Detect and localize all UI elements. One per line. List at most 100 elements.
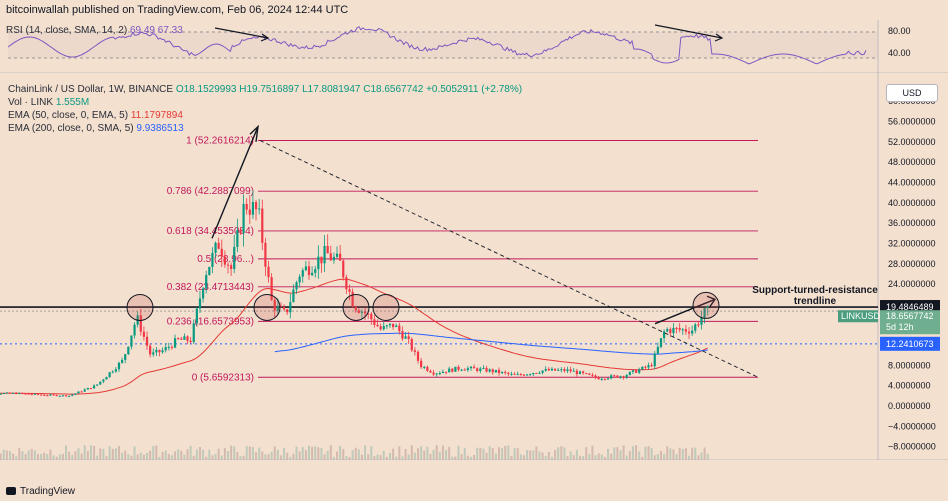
candle bbox=[454, 366, 457, 372]
chart-legend: ChainLink / US Dollar, 1W, BINANCE O18.1… bbox=[8, 83, 522, 135]
candle bbox=[80, 390, 83, 393]
candle-body bbox=[547, 368, 550, 371]
candle-body bbox=[261, 208, 264, 243]
candle bbox=[264, 237, 267, 276]
candle bbox=[8, 392, 12, 394]
volume-bar bbox=[40, 454, 43, 460]
ema50-line bbox=[0, 278, 708, 395]
volume-bar bbox=[364, 445, 367, 460]
candle-body bbox=[687, 331, 691, 334]
currency-button[interactable]: USD bbox=[886, 84, 938, 102]
volume-bar bbox=[245, 445, 248, 460]
volume-bar bbox=[149, 450, 152, 460]
candle bbox=[441, 369, 445, 374]
candle bbox=[575, 368, 578, 377]
candle bbox=[463, 368, 466, 371]
volume-bar bbox=[136, 454, 139, 460]
volume-bar bbox=[339, 445, 342, 460]
y-tick-label: 36.0000000 bbox=[888, 218, 936, 228]
candle bbox=[482, 365, 485, 370]
candle bbox=[286, 308, 289, 315]
volume-bar bbox=[532, 450, 535, 460]
candle-body bbox=[111, 371, 114, 373]
candle bbox=[30, 393, 33, 396]
rsi-line bbox=[7, 26, 867, 65]
candle bbox=[444, 371, 448, 375]
y-tick-label: 40.0000000 bbox=[888, 198, 936, 208]
fib-label: 0.618 (34.4535084) bbox=[167, 226, 254, 237]
candle-body bbox=[124, 354, 127, 360]
candle-body bbox=[173, 338, 177, 348]
candle bbox=[326, 234, 329, 254]
volume-bar bbox=[407, 454, 410, 460]
candle bbox=[211, 247, 214, 274]
volume-bar bbox=[498, 447, 501, 460]
y-tick-label: −8.0000000 bbox=[888, 442, 936, 452]
candle bbox=[357, 307, 360, 314]
candle bbox=[572, 367, 575, 372]
candle bbox=[697, 321, 700, 328]
y-tick-label: 8.0000000 bbox=[888, 360, 931, 370]
candle-body bbox=[161, 350, 164, 353]
volume-bar bbox=[691, 447, 694, 460]
volume-bar bbox=[130, 455, 133, 460]
footer-brand: TradingView bbox=[20, 486, 76, 497]
candle bbox=[46, 394, 49, 397]
candle bbox=[404, 332, 407, 340]
candle-body bbox=[74, 393, 77, 395]
candle-body bbox=[420, 360, 423, 368]
volume-bar bbox=[370, 446, 373, 460]
candle bbox=[420, 357, 423, 369]
candle-body bbox=[195, 308, 198, 324]
candle-body bbox=[264, 242, 267, 267]
candle-body bbox=[289, 302, 292, 313]
candle-body bbox=[276, 305, 279, 311]
candle-body bbox=[8, 392, 12, 394]
candle bbox=[547, 367, 550, 371]
candle bbox=[158, 349, 161, 357]
candle-body bbox=[491, 369, 494, 373]
candle-body bbox=[145, 336, 149, 346]
candle bbox=[560, 367, 563, 373]
symbol-tag bbox=[838, 310, 878, 323]
volume-bar bbox=[264, 454, 267, 460]
price-chart[interactable]: 1 (52.2616214) 0.786 (42.2887099) 0.618 (3… bbox=[0, 72, 948, 460]
candle bbox=[18, 392, 21, 395]
candle-body bbox=[201, 288, 205, 299]
volume-bar bbox=[541, 452, 544, 460]
volume-bar bbox=[438, 451, 441, 460]
candle-body bbox=[177, 338, 180, 340]
candle-body bbox=[479, 368, 482, 371]
candle bbox=[435, 372, 438, 377]
volume-bar bbox=[603, 456, 606, 460]
volume-bar bbox=[255, 452, 258, 460]
candle bbox=[36, 393, 40, 396]
candle-body bbox=[451, 368, 454, 372]
volume-bar bbox=[382, 450, 385, 460]
candle bbox=[388, 323, 392, 328]
volume-bar bbox=[251, 447, 254, 460]
volume-bar bbox=[180, 450, 183, 460]
candle-body bbox=[560, 369, 563, 371]
candle bbox=[55, 394, 58, 397]
candle-body bbox=[345, 277, 348, 290]
candles bbox=[0, 190, 709, 398]
candle bbox=[217, 237, 220, 250]
candle-body bbox=[572, 370, 575, 372]
volume-bar bbox=[594, 455, 597, 460]
candle-body bbox=[164, 347, 167, 351]
candle bbox=[86, 387, 89, 390]
candle bbox=[600, 377, 603, 381]
rsi-pane[interactable]: 80.00 40.00 bbox=[0, 20, 948, 72]
candle-body bbox=[133, 324, 136, 336]
ohlc-values: O18.1529993 H19.7516897 L17.8081947 C18.… bbox=[175, 84, 523, 95]
candle-body bbox=[149, 345, 152, 355]
volume-bar bbox=[289, 456, 292, 460]
volume-bar bbox=[706, 453, 709, 460]
volume-bar bbox=[526, 450, 529, 460]
candle-body bbox=[233, 246, 236, 269]
candle bbox=[205, 270, 208, 294]
volume-bar bbox=[211, 455, 214, 460]
candle-body bbox=[457, 366, 460, 370]
candle-body bbox=[208, 266, 211, 276]
